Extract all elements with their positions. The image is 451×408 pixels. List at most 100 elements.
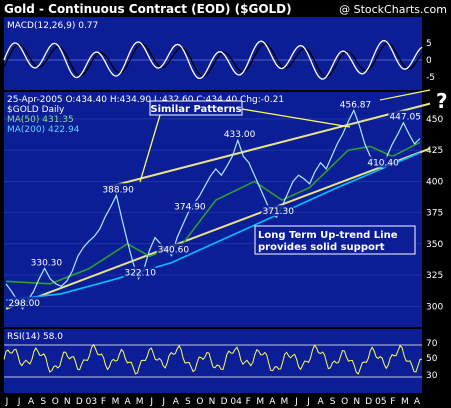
rsi-label: RSI(14) 58.0	[7, 332, 63, 342]
rsi-line	[3, 343, 423, 375]
price-tick-label: 325	[426, 271, 443, 281]
price-callout: 456.87	[338, 98, 372, 110]
x-tick-label: S	[40, 397, 46, 407]
x-tick-label: J	[17, 397, 21, 407]
x-tick-label: 04	[230, 397, 242, 407]
macd-line	[3, 39, 423, 80]
x-tick-label: 05	[375, 397, 386, 407]
price-callout: 410.40	[366, 156, 399, 168]
legend-gold-daily: $GOLD Daily	[7, 105, 65, 115]
x-tick-label: M	[401, 397, 409, 407]
support-annotation: Long Term Up-trend Line provides solid s…	[254, 225, 416, 255]
pattern-arrow-right	[241, 108, 351, 128]
macd-tick-5: 5	[426, 39, 432, 49]
macd-tick-0: 0	[426, 56, 432, 66]
x-tick-label: J	[149, 397, 153, 407]
rsi-panel	[4, 329, 422, 393]
similar-patterns-label: Similar Patterns	[150, 104, 241, 115]
price-callout-label: 371.30	[262, 207, 294, 217]
x-tick-label: S	[185, 397, 191, 407]
support-text-line1: Long Term Up-trend Line	[258, 230, 398, 241]
x-tick-label: D	[76, 397, 83, 407]
x-tick-label: M	[136, 397, 144, 407]
price-tick-label: 350	[426, 240, 443, 250]
x-tick-label: F	[390, 397, 395, 407]
price-callout-label: 447.05	[389, 113, 421, 123]
trendline-channel-top	[105, 102, 431, 189]
price-callout: 330.30	[29, 256, 63, 268]
price-callout: 298.00	[7, 296, 41, 309]
x-tick-label: N	[353, 397, 360, 407]
x-tick-label: J	[294, 397, 298, 407]
trendline-support	[5, 147, 431, 310]
price-tick-label: 450	[426, 115, 443, 125]
x-tick-label: J	[306, 397, 310, 407]
price-callout: 340.60	[156, 243, 190, 256]
x-tick-label: J	[5, 397, 9, 407]
price-callout: 433.00	[222, 128, 256, 140]
x-tick-label: N	[64, 397, 71, 407]
price-callout-label: 340.60	[158, 246, 190, 256]
x-tick-label: A	[125, 397, 132, 407]
x-tick-label: M	[112, 397, 120, 407]
macd-label: MACD(12,26,9) 0.77	[7, 21, 98, 31]
x-tick-label: M	[280, 397, 288, 407]
rsi-tick-30: 30	[426, 371, 438, 381]
x-tick-label: A	[269, 397, 276, 407]
support-text-line2: provides solid support	[258, 242, 385, 253]
x-tick-label: J	[161, 397, 165, 407]
stockcharts-credit: @ StockCharts.com	[339, 3, 447, 16]
price-callouts: 330.30 298.00 388.90 322.10 374.90 340.60 433.…	[7, 98, 421, 309]
legend-ma50: MA(50) 431.35	[7, 115, 74, 125]
price-callout: 322.10	[123, 266, 156, 279]
x-tick-label: F	[246, 397, 251, 407]
macd-panel	[4, 17, 422, 90]
price-callout-label: 298.00	[9, 299, 41, 309]
x-tick-label: N	[209, 397, 216, 407]
price-tick-label: 425	[426, 146, 443, 156]
x-tick-label: A	[317, 397, 324, 407]
x-tick-label: M	[256, 397, 264, 407]
price-tick-label: 375	[426, 209, 443, 219]
macd-lines	[3, 39, 423, 80]
question-mark: ?	[436, 89, 448, 113]
question-arrow	[379, 89, 431, 101]
x-axis: J J A S O N D 03 F M A M J J A S O N D 04 F M A M J J A S O N D 05 F M A	[5, 397, 421, 407]
macd-signal-line	[3, 42, 423, 78]
legend-header: 25-Apr-2005 O:434.40 H:434.90 L:432.60 C…	[7, 95, 284, 105]
x-tick-label: S	[330, 397, 336, 407]
x-tick-label: O	[52, 397, 59, 407]
rsi-tick-50: 50	[426, 354, 438, 364]
price-panel	[4, 92, 422, 327]
price-callout-label: 410.40	[367, 158, 399, 168]
rsi-tick-70: 70	[426, 339, 438, 349]
price-callout-label: 330.30	[31, 258, 63, 268]
x-tick-label: O	[196, 397, 203, 407]
pattern-arrow-left	[139, 114, 161, 183]
price-callout-label: 456.87	[340, 100, 372, 110]
price-callout: 447.05	[388, 110, 421, 123]
x-tick-label: A	[414, 397, 421, 407]
price-callout: 371.30	[261, 205, 294, 217]
price-callout-label: 322.10	[124, 269, 156, 279]
chart-title: Gold - Continuous Contract (EOD) ($GOLD)	[4, 2, 292, 16]
price-tick-label: 400	[426, 177, 443, 187]
x-tick-label: A	[28, 397, 35, 407]
x-tick-label: F	[101, 397, 106, 407]
x-tick-label: O	[341, 397, 348, 407]
price-callout: 388.90	[101, 183, 134, 195]
macd-tick-minus5: -5	[426, 73, 435, 83]
price-callout: 374.90	[173, 200, 206, 213]
ma200-line	[5, 152, 421, 301]
gold-price-line	[5, 108, 421, 310]
trend-lines	[5, 102, 431, 310]
legend-ma200: MA(200) 422.94	[7, 125, 80, 135]
rsi-lines	[3, 343, 423, 378]
x-tick-label: A	[173, 397, 180, 407]
x-tick-label: 03	[86, 397, 97, 407]
similar-patterns-annotation: Similar Patterns	[139, 100, 351, 183]
price-callout-label: 433.00	[224, 130, 256, 140]
price-callout-label: 374.90	[174, 203, 206, 213]
